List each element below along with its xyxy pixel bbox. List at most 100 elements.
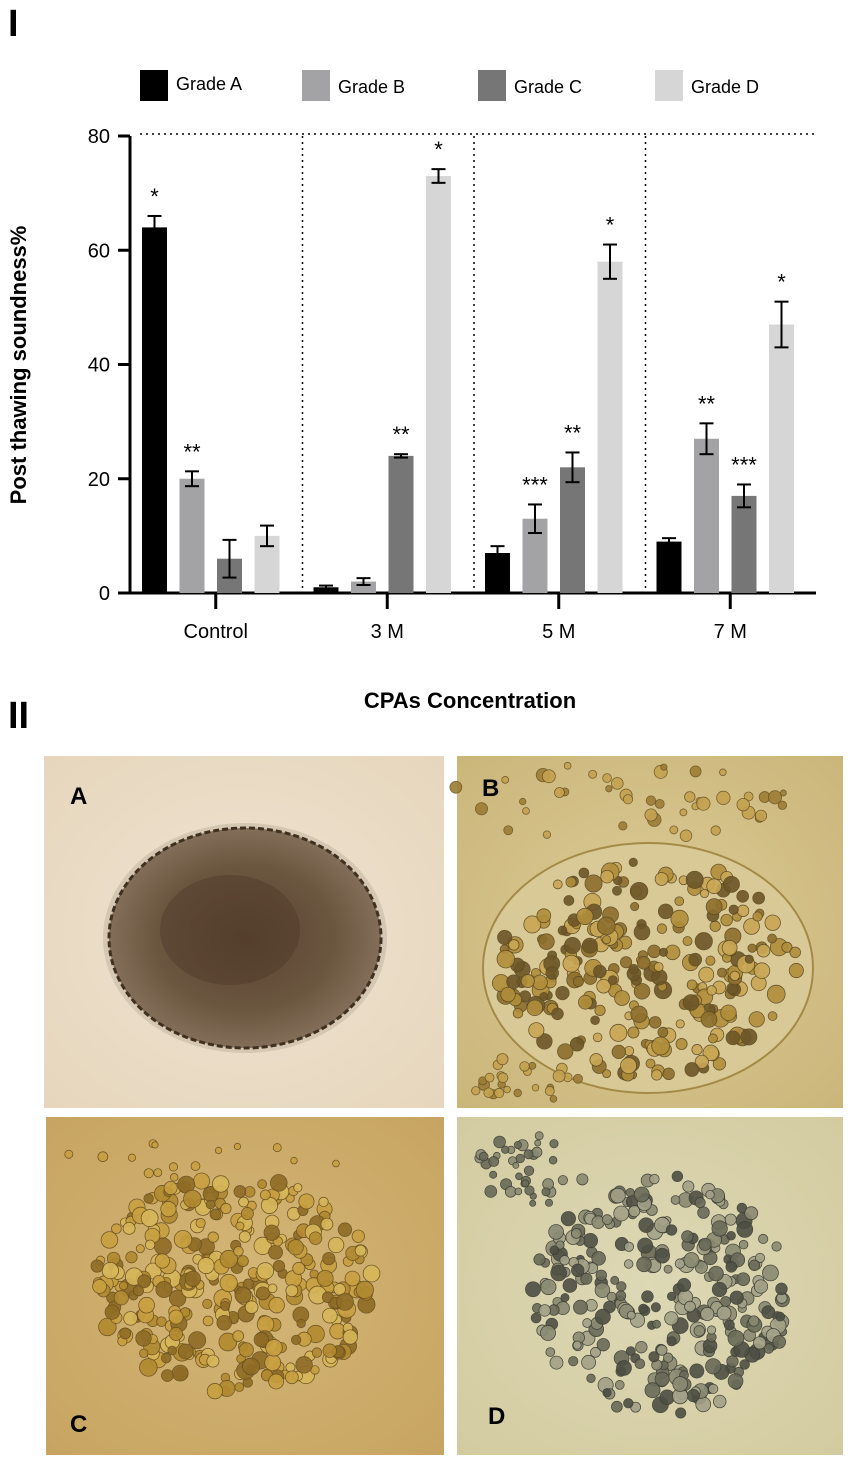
cell <box>138 1296 155 1314</box>
cell <box>652 1319 661 1329</box>
cell <box>657 903 674 920</box>
cell <box>607 975 618 986</box>
cell <box>720 1296 732 1307</box>
cell <box>744 954 754 964</box>
cell <box>318 1196 329 1208</box>
cell <box>256 1315 275 1334</box>
significance-label: ** <box>698 391 716 416</box>
cell <box>233 1142 242 1151</box>
cell <box>171 1364 189 1382</box>
cell <box>538 1304 551 1317</box>
cell <box>168 1309 184 1325</box>
cell <box>582 1318 593 1328</box>
cell <box>244 1300 259 1314</box>
cell <box>496 949 516 969</box>
cell <box>772 1335 787 1349</box>
cell <box>595 1269 607 1281</box>
cell <box>525 1281 541 1298</box>
cell <box>235 1221 245 1231</box>
cell <box>520 974 535 989</box>
cell <box>748 1259 761 1272</box>
cell <box>504 1185 517 1198</box>
significance-label: * <box>777 270 786 295</box>
cell <box>64 1149 74 1159</box>
cell <box>705 898 723 916</box>
cell <box>272 1260 286 1273</box>
cell <box>686 979 698 991</box>
cell <box>354 1244 367 1257</box>
cell <box>263 1224 280 1241</box>
cell <box>322 1307 338 1324</box>
cell <box>709 920 721 932</box>
cell <box>612 885 622 896</box>
photo-d: D <box>457 1117 843 1455</box>
cell <box>563 895 575 906</box>
cell <box>752 911 763 922</box>
cell <box>651 1069 663 1081</box>
cell <box>253 1236 272 1255</box>
cell <box>478 1151 489 1162</box>
cell <box>744 1206 759 1221</box>
cell <box>753 962 771 979</box>
cell <box>712 1057 727 1071</box>
microscopy-image-loosened-embryo <box>449 761 814 1103</box>
cell <box>501 776 510 784</box>
cell <box>193 1172 211 1190</box>
cell <box>206 1354 220 1368</box>
cell <box>725 1261 738 1273</box>
cell <box>337 1222 353 1237</box>
photo-a: A <box>44 756 444 1108</box>
cell <box>620 1057 638 1075</box>
cell <box>736 1221 754 1238</box>
cell <box>743 918 760 935</box>
significance-label: * <box>606 213 615 238</box>
cell <box>563 761 572 770</box>
cell <box>552 1069 566 1083</box>
cell <box>633 983 651 1000</box>
cell <box>137 1274 152 1289</box>
significance-label: ** <box>183 439 201 464</box>
cell <box>135 1244 145 1254</box>
cell <box>113 1290 129 1306</box>
cell <box>132 1285 144 1297</box>
cell <box>177 1343 194 1360</box>
cell <box>571 1263 585 1278</box>
cell <box>565 876 577 888</box>
cell <box>501 1145 510 1154</box>
cell <box>97 1151 109 1163</box>
cell <box>633 1186 650 1203</box>
cell <box>691 1044 703 1056</box>
cell <box>698 1237 712 1251</box>
cell <box>611 1400 623 1413</box>
cell <box>767 933 777 944</box>
cell <box>160 1201 177 1218</box>
cell <box>233 1246 244 1257</box>
cell <box>316 1269 334 1287</box>
cell <box>594 1282 611 1298</box>
y-tick-label: 20 <box>88 469 110 491</box>
bar-grade-b <box>351 581 376 593</box>
cell <box>552 879 563 890</box>
cell <box>771 1241 782 1252</box>
cell <box>98 1317 117 1337</box>
cell <box>578 994 593 1010</box>
cell <box>471 1086 481 1096</box>
cell <box>654 1247 671 1264</box>
cell <box>711 1220 728 1237</box>
cell <box>233 1185 247 1198</box>
cell <box>232 1330 245 1342</box>
cell <box>682 1180 695 1193</box>
cell <box>336 1293 354 1311</box>
cell <box>545 1347 556 1357</box>
photo-c: C <box>46 1117 444 1455</box>
cell <box>238 1230 251 1243</box>
cell <box>322 1343 337 1358</box>
x-axis-title: CPAs Concentration <box>364 688 576 713</box>
cell <box>197 1257 215 1275</box>
cell <box>515 1172 523 1181</box>
cell <box>549 1095 558 1103</box>
cell <box>630 902 640 912</box>
cell <box>747 943 757 953</box>
cell <box>596 1338 610 1352</box>
bar-grade-c <box>560 467 585 593</box>
